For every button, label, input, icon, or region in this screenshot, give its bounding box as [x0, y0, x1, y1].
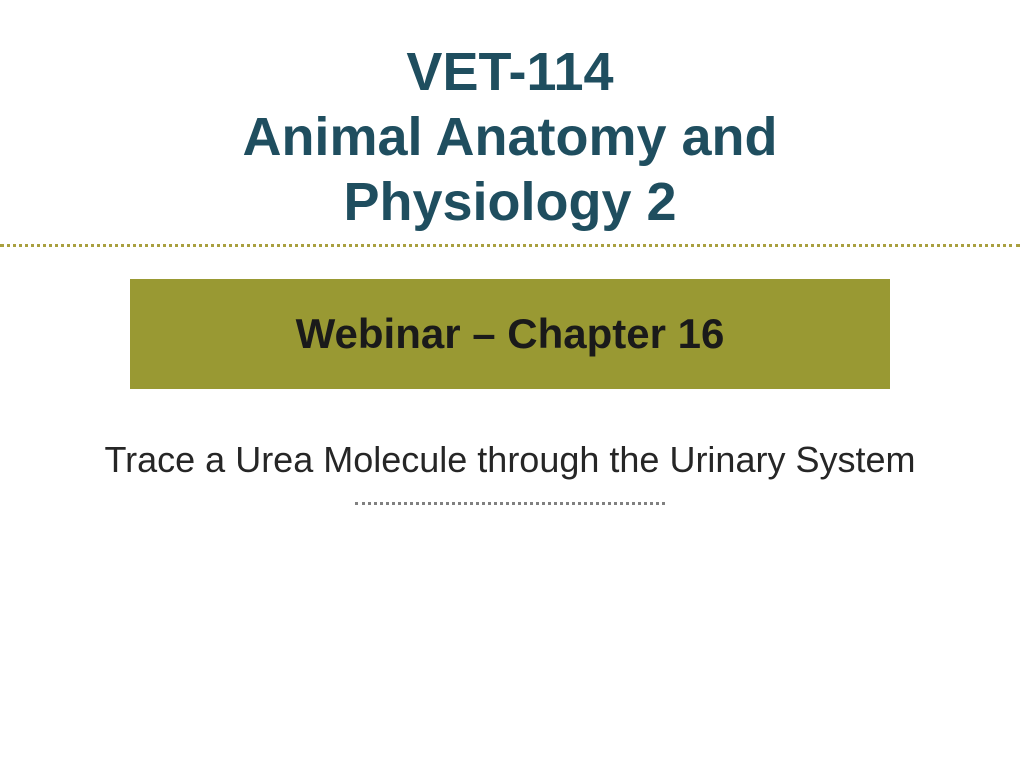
- subtitle-text: Webinar – Chapter 16: [296, 310, 725, 358]
- divider-small: [355, 502, 665, 505]
- divider-full: [0, 244, 1020, 247]
- subtitle-box: Webinar – Chapter 16: [130, 279, 890, 389]
- course-title-line2: Physiology 2: [0, 170, 1020, 235]
- course-title: VET-114 Animal Anatomy and Physiology 2: [0, 0, 1020, 234]
- description-text: Trace a Urea Molecule through the Urinar…: [0, 437, 1020, 482]
- course-title-line1: Animal Anatomy and: [0, 105, 1020, 170]
- course-code: VET-114: [0, 40, 1020, 105]
